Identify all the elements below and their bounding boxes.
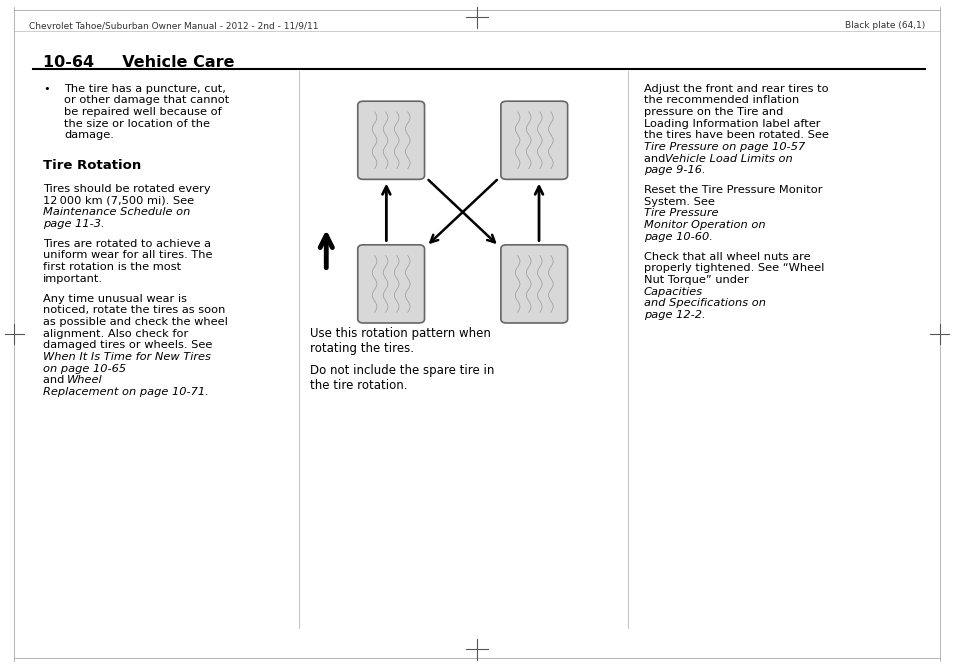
Text: Use this rotation pattern when: Use this rotation pattern when <box>310 327 491 340</box>
Text: Adjust the front and rear tires to: Adjust the front and rear tires to <box>643 84 828 94</box>
Text: When It Is Time for New Tires: When It Is Time for New Tires <box>43 352 211 362</box>
Text: Tire Pressure: Tire Pressure <box>643 208 718 218</box>
Text: page 9-16.: page 9-16. <box>643 165 705 175</box>
Text: Do not include the spare tire in: Do not include the spare tire in <box>310 364 494 377</box>
Text: pressure on the Tire and: pressure on the Tire and <box>643 107 782 117</box>
Text: important.: important. <box>43 274 103 284</box>
FancyBboxPatch shape <box>357 102 424 180</box>
Text: Maintenance Schedule on: Maintenance Schedule on <box>43 208 190 217</box>
FancyBboxPatch shape <box>500 245 567 323</box>
Text: and Specifications on: and Specifications on <box>643 298 765 308</box>
Text: Check that all wheel nuts are: Check that all wheel nuts are <box>643 251 810 261</box>
Text: Monitor Operation on: Monitor Operation on <box>643 220 764 230</box>
Text: Reset the Tire Pressure Monitor: Reset the Tire Pressure Monitor <box>643 185 821 195</box>
Text: the recommended inflation: the recommended inflation <box>643 96 799 105</box>
Text: Tires are rotated to achieve a: Tires are rotated to achieve a <box>43 238 211 248</box>
FancyBboxPatch shape <box>357 245 424 323</box>
Text: the tires have been rotated. See: the tires have been rotated. See <box>643 130 828 140</box>
Text: Loading Information label after: Loading Information label after <box>643 119 820 128</box>
Text: Replacement on page 10-71.: Replacement on page 10-71. <box>43 387 209 397</box>
Text: the size or location of the: the size or location of the <box>64 119 210 128</box>
Text: on page 10-65: on page 10-65 <box>43 363 126 373</box>
Text: and: and <box>643 154 668 164</box>
Text: 10-64     Vehicle Care: 10-64 Vehicle Care <box>43 55 234 69</box>
Text: Tire Rotation: Tire Rotation <box>43 159 141 172</box>
Text: as possible and check the wheel: as possible and check the wheel <box>43 317 228 327</box>
Text: 12 000 km (7,500 mi). See: 12 000 km (7,500 mi). See <box>43 196 193 206</box>
Text: damage.: damage. <box>64 130 113 140</box>
Text: The tire has a puncture, cut,: The tire has a puncture, cut, <box>64 84 226 94</box>
Text: rotating the tires.: rotating the tires. <box>310 342 414 355</box>
Text: be repaired well because of: be repaired well because of <box>64 107 221 117</box>
Text: System. See: System. See <box>643 196 718 206</box>
Text: page 12-2.: page 12-2. <box>643 310 705 320</box>
Text: Vehicle Load Limits on: Vehicle Load Limits on <box>664 154 792 164</box>
Text: Nut Torque” under: Nut Torque” under <box>643 275 752 285</box>
Text: Wheel: Wheel <box>67 375 102 385</box>
Text: Tire Pressure on page 10-57: Tire Pressure on page 10-57 <box>643 142 804 152</box>
Text: first rotation is the most: first rotation is the most <box>43 262 181 272</box>
Text: Capacities: Capacities <box>643 287 702 297</box>
Text: uniform wear for all tires. The: uniform wear for all tires. The <box>43 250 213 261</box>
Text: noticed, rotate the tires as soon: noticed, rotate the tires as soon <box>43 305 225 315</box>
Text: damaged tires or wheels. See: damaged tires or wheels. See <box>43 340 213 350</box>
Text: properly tightened. See “Wheel: properly tightened. See “Wheel <box>643 263 823 273</box>
FancyBboxPatch shape <box>500 102 567 180</box>
Text: and: and <box>43 375 68 385</box>
Text: Tires should be rotated every: Tires should be rotated every <box>43 184 211 194</box>
Text: Black plate (64,1): Black plate (64,1) <box>844 21 924 30</box>
Text: or other damage that cannot: or other damage that cannot <box>64 96 229 105</box>
Text: Chevrolet Tahoe/Suburban Owner Manual - 2012 - 2nd - 11/9/11: Chevrolet Tahoe/Suburban Owner Manual - … <box>29 21 317 30</box>
Text: Any time unusual wear is: Any time unusual wear is <box>43 293 187 303</box>
Text: page 10-60.: page 10-60. <box>643 232 712 242</box>
Text: alignment. Also check for: alignment. Also check for <box>43 329 188 339</box>
Text: the tire rotation.: the tire rotation. <box>310 379 407 391</box>
Text: •: • <box>43 84 50 94</box>
Text: page 11-3.: page 11-3. <box>43 219 105 229</box>
